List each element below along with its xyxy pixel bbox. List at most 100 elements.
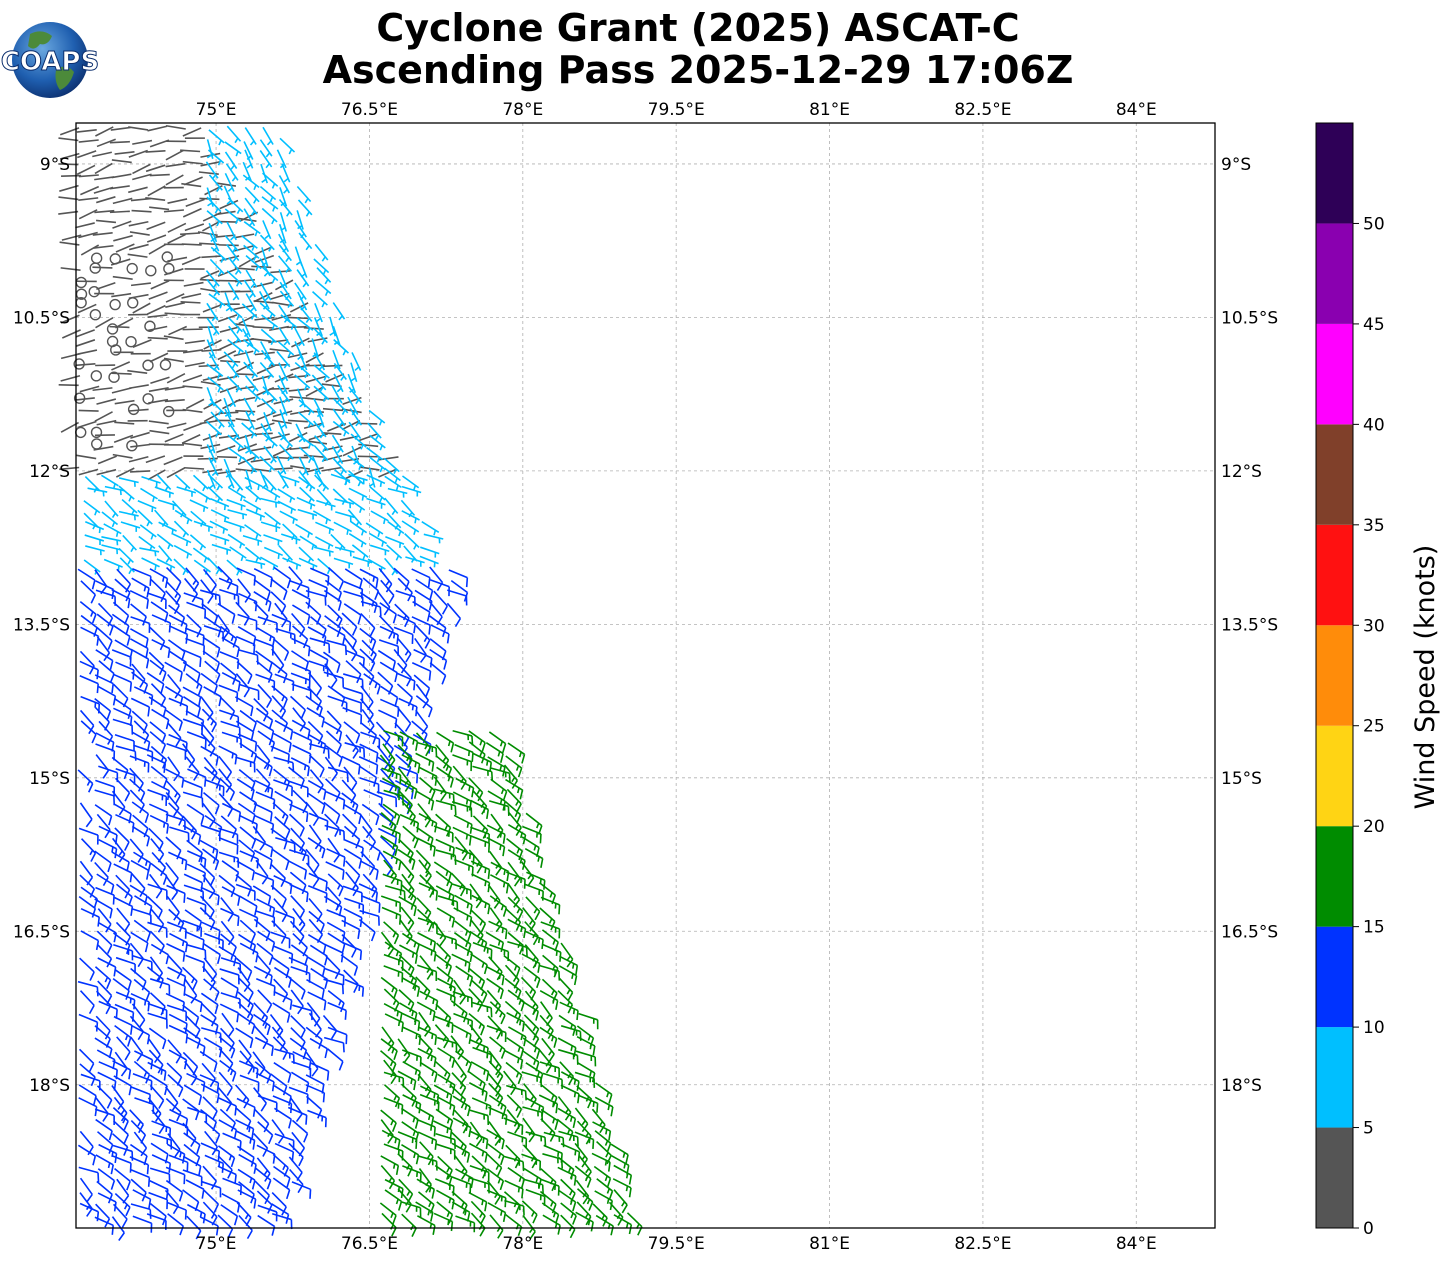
wind-barb	[227, 282, 240, 301]
wind-barb	[94, 1216, 114, 1235]
wind-barb	[238, 933, 257, 955]
wind-barb	[147, 883, 168, 900]
wind-barb	[506, 837, 523, 861]
wind-barb	[94, 411, 113, 422]
wind-barb	[472, 752, 493, 772]
wind-barb	[451, 953, 471, 973]
wind-barb	[206, 363, 224, 379]
wind-barb	[244, 374, 259, 393]
wind-barb	[189, 499, 209, 512]
wind-barb	[219, 625, 238, 648]
wind-barb	[279, 137, 296, 155]
wind-barb	[202, 636, 221, 658]
wind-barb	[244, 197, 258, 216]
wind-barb	[324, 663, 338, 689]
wind-barb	[133, 919, 151, 942]
wind-barb	[164, 268, 184, 276]
wind-barb	[79, 990, 95, 1015]
wind-barb	[78, 1048, 95, 1073]
wind-barb	[291, 612, 306, 638]
wind-barb	[369, 434, 386, 451]
wind-barb	[145, 150, 166, 153]
wind-barb	[291, 1060, 312, 1078]
wind-barb	[200, 732, 216, 757]
wind-barb	[401, 754, 421, 774]
wind-barb	[182, 374, 203, 383]
wind-barb	[260, 349, 276, 368]
wind-barb	[147, 469, 166, 481]
wind-barb	[415, 695, 433, 718]
wind-barb	[380, 1038, 398, 1061]
wind-barb	[469, 1130, 489, 1150]
wind-barb	[341, 695, 362, 713]
colorbar-tick-label: 10	[1363, 1018, 1385, 1038]
calm-marker	[145, 265, 157, 277]
wind-barb	[149, 352, 169, 363]
lon-tick-label-top: 75°E	[196, 100, 237, 120]
wind-barb	[298, 446, 315, 464]
wind-barb	[60, 267, 81, 272]
wind-barb	[260, 328, 277, 345]
wind-barb	[253, 697, 269, 722]
wind-barb	[180, 301, 201, 304]
wind-barb	[61, 234, 82, 241]
wind-barb	[560, 1071, 580, 1091]
wind-barb	[128, 408, 149, 412]
wind-barb	[313, 444, 329, 463]
wind-barb	[115, 745, 137, 761]
wind-barb	[215, 210, 236, 216]
wind-barb	[94, 176, 115, 181]
wind-barb	[261, 432, 278, 449]
wind-barb	[455, 777, 475, 798]
wind-barb	[309, 1062, 330, 1081]
wind-barb	[401, 1201, 422, 1218]
calm-marker	[110, 344, 122, 356]
wind-barb	[83, 500, 101, 516]
wind-barb	[401, 485, 422, 497]
wind-barb	[149, 139, 170, 148]
wind-barb	[111, 589, 131, 609]
wind-barb	[245, 269, 258, 289]
wind-barb	[242, 534, 263, 546]
wind-barb	[289, 1097, 303, 1123]
wind-barb	[277, 341, 295, 358]
wind-barb	[112, 673, 133, 692]
wind-barb	[236, 1130, 256, 1150]
wind-barb	[297, 199, 313, 217]
wind-barb	[313, 546, 334, 557]
wind-barb	[288, 1086, 309, 1104]
wind-barb	[113, 1120, 129, 1144]
wind-barb	[259, 185, 277, 203]
wind-barb	[235, 1027, 254, 1049]
wind-barb	[201, 255, 222, 259]
wind-barb	[224, 208, 242, 225]
wind-barb	[220, 662, 237, 685]
wind-barb	[182, 1122, 197, 1147]
wind-barb	[113, 234, 133, 242]
wind-barb	[193, 520, 214, 532]
calm-marker	[125, 336, 137, 348]
wind-barb	[168, 1013, 188, 1034]
wind-barb	[218, 1071, 233, 1097]
wind-barb	[380, 579, 395, 605]
wind-barb	[290, 895, 306, 920]
wind-barb	[294, 361, 311, 379]
wind-barb	[359, 743, 379, 763]
wind-barb	[470, 909, 487, 933]
wind-barb	[111, 756, 129, 780]
wind-barb	[324, 824, 346, 841]
wind-barb	[575, 1211, 594, 1232]
wind-barb	[94, 966, 112, 990]
wind-barb	[332, 420, 350, 437]
wind-barb	[296, 185, 312, 204]
wind-barb	[327, 932, 346, 954]
lat-tick-label-left: 10.5°S	[13, 308, 70, 328]
wind-barb	[304, 466, 324, 474]
wind-barb	[345, 860, 361, 885]
wind-barb	[401, 932, 420, 954]
lat-tick-label-left: 18°S	[29, 1076, 70, 1096]
wind-barb	[111, 790, 126, 816]
wind-barb	[274, 673, 295, 691]
wind-barb	[254, 815, 275, 834]
wind-barb	[290, 1071, 310, 1093]
